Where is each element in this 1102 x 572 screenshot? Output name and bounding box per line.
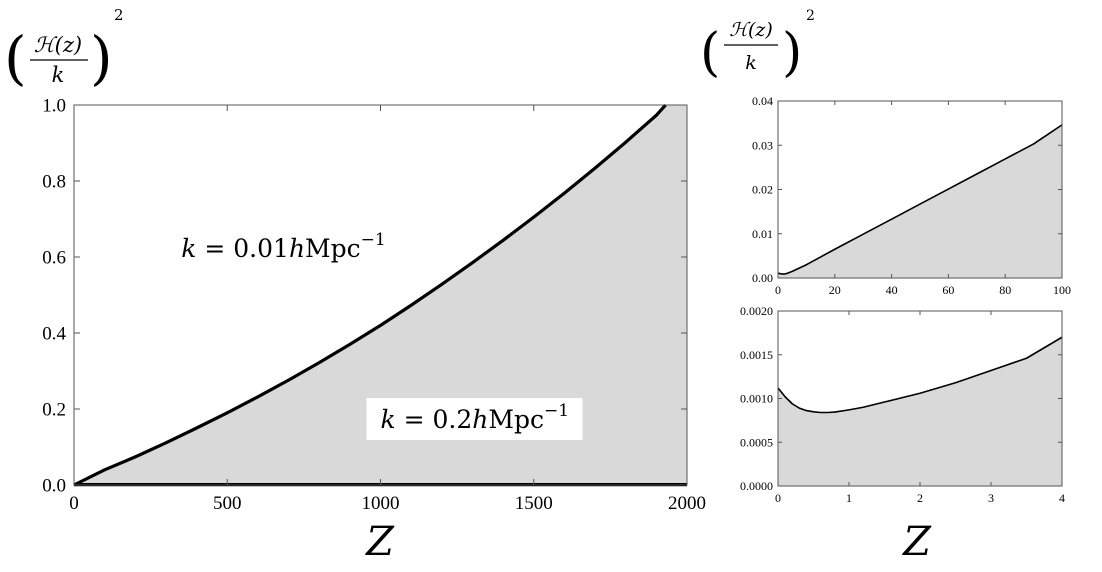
x-axis-label: Z: [901, 519, 932, 565]
x-tick-label: 20: [829, 283, 841, 297]
x-tick-label: 40: [886, 283, 898, 297]
main-ylabel: ( ℋ(z) k ) 2: [4, 6, 124, 92]
annotation-background: [366, 398, 583, 440]
main-ylabel-rparen: ): [90, 24, 113, 92]
y-tick-label: 0.01: [752, 227, 773, 241]
side-ylabel-num: ℋ(z): [729, 19, 773, 41]
shaded-region: [74, 105, 687, 485]
x-tick-label: 2: [917, 491, 923, 505]
y-tick-label: 0.8: [42, 172, 66, 193]
x-tick-label: 0: [775, 283, 781, 297]
main-ylabel-lparen: (: [4, 24, 27, 92]
x-axis-label: Z: [364, 519, 395, 565]
y-tick-label: 1.0: [42, 96, 66, 117]
main-ylabel-power: 2: [114, 6, 124, 24]
y-tick-label: 0.0005: [740, 435, 773, 449]
x-tick-label: 0: [775, 491, 781, 505]
series-line-1: [73, 103, 667, 487]
inset-chart-bottom: 0 1 2 3 4 0.0000 0.0005 0.0010 0.0015 0.0020 Z: [740, 304, 1065, 565]
annotation-text: k = 0.01hMpc−1: [181, 230, 385, 263]
side-ylabel-den: k: [745, 52, 757, 74]
series-line-1: [777, 124, 1063, 275]
x-tick-label: 0: [69, 493, 79, 514]
x-tick-label: 500: [213, 493, 242, 514]
x-tick-label: 80: [999, 283, 1011, 297]
x-tick-label: 100: [1053, 283, 1071, 297]
annotation-text: k = 0.2hMpc−1: [381, 401, 570, 434]
x-tick-label: 1: [846, 491, 852, 505]
y-tick-label: 0.0010: [740, 392, 773, 406]
side-ylabel: ( ℋ(z) k ) 2: [700, 8, 815, 83]
side-ylabel-rparen: ): [782, 23, 802, 83]
x-tick-label: 2000: [668, 493, 706, 514]
x-tick-label: 1500: [515, 493, 553, 514]
y-tick-label: 0.00: [752, 271, 773, 285]
main-ylabel-den: k: [52, 63, 65, 87]
inset-chart-top: 0 20 40 60 80 100 0.00 0.01 0.02 0.03 0.04: [752, 94, 1071, 297]
y-tick-label: 0.0000: [740, 479, 773, 493]
side-ylabel-power: 2: [806, 8, 815, 24]
shaded-region: [778, 124, 1062, 279]
y-tick-label: 0.04: [752, 94, 773, 108]
side-ylabel-lparen: (: [700, 23, 720, 83]
x-tick-label: 3: [988, 491, 994, 505]
x-tick-label: 60: [942, 283, 954, 297]
y-tick-label: 0.2: [42, 400, 66, 421]
y-tick-label: 0.4: [42, 324, 66, 345]
y-tick-label: 0.0015: [740, 348, 773, 362]
y-tick-label: 0.0020: [740, 304, 773, 318]
main-chart: 0 500 1000 1500 2000 0.0 0.2 0.4 0.6 0.8 1.0 Zk = 0…: [42, 96, 706, 565]
annotation-1: k = 0.01hMpc−1: [181, 230, 385, 263]
y-tick-label: 0.03: [752, 138, 773, 152]
shaded-region: [778, 337, 1062, 486]
annotation-2: k = 0.2hMpc−1: [366, 398, 583, 440]
series-line-1: [777, 336, 1063, 414]
y-tick-label: 0.02: [752, 183, 773, 197]
y-tick-label: 0.0: [42, 476, 66, 497]
x-tick-label: 1000: [362, 493, 400, 514]
y-tick-label: 0.6: [42, 248, 66, 269]
x-tick-label: 4: [1059, 491, 1065, 505]
main-ylabel-num: ℋ(z): [34, 33, 82, 57]
